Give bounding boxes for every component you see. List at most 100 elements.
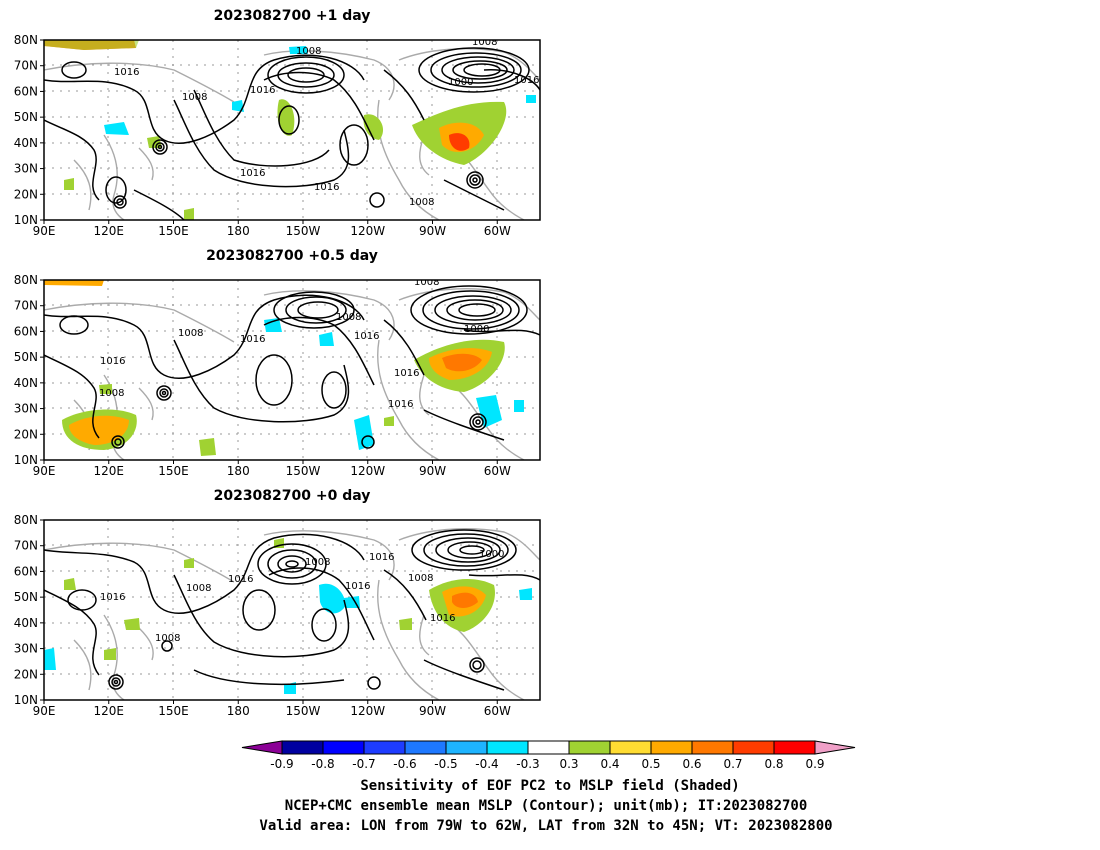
y-tick-label: 60N (14, 84, 38, 98)
panel-1: 2023082700 +1 day (14, 8, 541, 238)
map-frame (43, 519, 541, 701)
y-tick-label: 40N (14, 376, 38, 390)
contour-label: 1016 (240, 168, 265, 179)
x-tick-label: 120W (350, 704, 385, 718)
colorbar-label: -0.6 (393, 757, 416, 771)
contour-label: 1016 (240, 334, 265, 345)
contour-label: 1000 (479, 549, 504, 560)
contour-label: 1008 (472, 37, 497, 48)
contour-label: 1016 (430, 613, 455, 624)
y-tick-label: 10N (14, 453, 38, 467)
contour-label: 1000 (448, 77, 473, 88)
colorbar-swatch (527, 740, 570, 755)
map-area-3: 1016 1008 1016 1008 1016 1008 1000 1016 … (14, 513, 541, 718)
colorbar-swatch (773, 740, 816, 755)
x-tick-label: 60W (484, 704, 511, 718)
colorbar-swatch (732, 740, 775, 755)
colorbar-swatch (609, 740, 652, 755)
y-tick-label: 50N (14, 590, 38, 604)
colorbar-swatch (568, 740, 611, 755)
sensitivity-shading (44, 40, 536, 220)
coastlines (44, 528, 540, 700)
contour-label: 1016 (345, 581, 370, 592)
contour-label: 1008 (186, 583, 211, 594)
colorbar-swatch (486, 740, 529, 755)
panel-3: 2023082700 +0 day (14, 488, 541, 718)
y-tick-label: 50N (14, 350, 38, 364)
colorbar-swatch (691, 740, 734, 755)
gridlines (44, 520, 540, 700)
axis-ticks: 90E 120E 150E 180 150W 120W 90W 60W 80N 70N 60N 50N… (14, 273, 511, 478)
map-frame (43, 39, 541, 221)
contour-label: 1016 (388, 399, 413, 410)
panel-title-1: 2023082700 +1 day (214, 8, 371, 24)
y-tick-label: 10N (14, 693, 38, 707)
y-tick-label: 70N (14, 299, 38, 313)
sensitivity-shading (44, 280, 524, 456)
x-tick-label: 60W (484, 464, 511, 478)
caption-line-1: Sensitivity of EOF PC2 to MSLP field (Sh… (360, 778, 739, 794)
colorbar-label: 0.9 (805, 757, 824, 771)
contour-label: 1016 (314, 182, 339, 193)
contour-label: 1008 (305, 557, 330, 568)
contour-label: 1008 (336, 312, 361, 323)
contour-label: 1016 (369, 552, 394, 563)
colorbar-label: 0.5 (641, 757, 660, 771)
contour-label: 1016 (394, 368, 419, 379)
y-tick-label: 60N (14, 564, 38, 578)
contour-label: 1008 (178, 328, 203, 339)
axis-ticks: 90E 120E 150E 180 150W 120W 90W 60W 80N 70N 60N 50N… (14, 33, 511, 238)
caption: Sensitivity of EOF PC2 to MSLP field (Sh… (259, 778, 832, 834)
y-tick-label: 80N (14, 513, 38, 527)
mslp-contours (44, 54, 540, 220)
y-tick-label: 20N (14, 427, 38, 441)
contour-label: 1016 (114, 67, 139, 78)
y-tick-label: 80N (14, 273, 38, 287)
x-tick-label: 150W (286, 224, 321, 238)
colorbar-label: 0.3 (559, 757, 578, 771)
panel-title-2: 2023082700 +0.5 day (206, 248, 378, 264)
contour-label: 1000 (464, 324, 489, 335)
contour-label: 1008 (408, 573, 433, 584)
x-tick-label: 120W (350, 464, 385, 478)
contour-label: 1016 (354, 331, 379, 342)
x-tick-label: 120E (94, 464, 125, 478)
colorbar-label: -0.7 (352, 757, 375, 771)
y-tick-label: 40N (14, 616, 38, 630)
colorbar-swatch (363, 740, 406, 755)
colorbar-label: 0.7 (723, 757, 742, 771)
colorbar-label: -0.8 (311, 757, 334, 771)
x-tick-label: 180 (227, 704, 250, 718)
contour-label: 1008 (99, 388, 124, 399)
x-tick-label: 150W (286, 704, 321, 718)
y-tick-label: 50N (14, 110, 38, 124)
colorbar-label: -0.9 (270, 757, 293, 771)
x-tick-label: 120W (350, 224, 385, 238)
colorbar-swatch (281, 740, 324, 755)
y-tick-label: 30N (14, 402, 38, 416)
colorbar-swatch (404, 740, 447, 755)
x-tick-label: 120E (94, 224, 125, 238)
panel-2: 2023082700 +0.5 day (14, 248, 541, 478)
caption-line-2: NCEP+CMC ensemble mean MSLP (Contour); u… (285, 798, 808, 814)
caption-line-3: Valid area: LON from 79W to 62W, LAT fro… (259, 818, 832, 834)
low-centers (113, 47, 530, 209)
y-tick-label: 60N (14, 324, 38, 338)
colorbar-label: 0.6 (682, 757, 701, 771)
colorbar-label: -0.3 (516, 757, 539, 771)
contour-label: 1008 (409, 197, 434, 208)
contour-label: 1008 (182, 92, 207, 103)
contour-label: 1008 (296, 46, 321, 57)
x-tick-label: 180 (227, 464, 250, 478)
y-tick-label: 20N (14, 187, 38, 201)
contour-label: 1016 (228, 574, 253, 585)
contour-label: 1016 (100, 592, 125, 603)
colorbar-arrow-right (814, 740, 856, 755)
contour-labels: 1016 1008 1016 1008 1016 1008 1000 1016 … (100, 549, 504, 644)
mslp-contours (44, 533, 540, 691)
contour-label: 1016 (250, 85, 275, 96)
contour-label: 1008 (155, 633, 180, 644)
y-tick-label: 70N (14, 539, 38, 553)
colorbar: -0.9 -0.8 -0.7 -0.6 -0.5 -0.4 -0.3 0.3 0.4 0.5 0.6… (241, 740, 856, 771)
